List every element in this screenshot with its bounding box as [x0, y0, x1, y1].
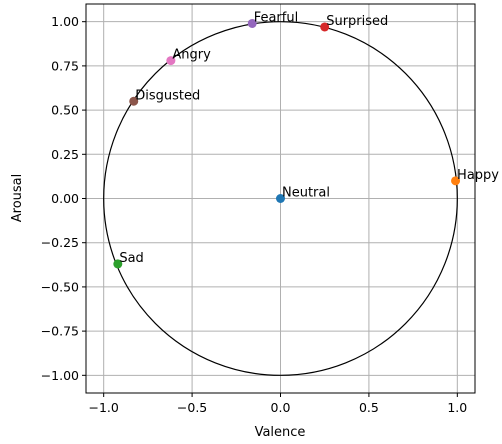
point-label-surprised: Surprised [326, 14, 388, 29]
point-label-neutral: Neutral [282, 186, 330, 201]
point-angry [166, 56, 176, 66]
y-tick-label: 0.50 [51, 103, 79, 118]
y-tick-label: −0.75 [41, 324, 79, 339]
point-sad [113, 259, 123, 269]
point-label-happy: Happy [457, 168, 499, 183]
point-disgusted [129, 96, 139, 106]
unit-circle [103, 21, 458, 376]
point-label-fearful: Fearful [254, 10, 299, 25]
x-tick-label: −0.5 [177, 400, 207, 415]
point-neutral [276, 194, 285, 203]
point-fearful [247, 18, 257, 28]
ticks: −1.0 −0.5 0.0 0.5 1.0 1.00 0.75 0.50 0.25 0.00 −0.… [41, 14, 468, 415]
point-surprised [320, 22, 330, 32]
y-tick-label: −0.25 [41, 235, 79, 250]
y-tick-label: 0.25 [51, 147, 79, 162]
x-tick-label: 1.0 [447, 400, 467, 415]
x-tick-label: 0.0 [271, 400, 291, 415]
point-label-angry: Angry [172, 48, 211, 63]
point-label-disgusted: Disgusted [135, 88, 200, 103]
unit-circle-layer [103, 21, 458, 376]
x-tick-label: −1.0 [89, 400, 119, 415]
y-tick-label: 0.75 [51, 58, 79, 73]
y-tick-label: −0.50 [41, 279, 79, 294]
point-label-sad: Sad [119, 251, 143, 266]
y-tick-label: 0.00 [51, 191, 79, 206]
x-tick-label: 0.5 [359, 400, 379, 415]
y-tick-label: −1.00 [41, 368, 79, 383]
points: Neutral Happy Sad Surprised Fearful Disgusted… [113, 10, 499, 269]
y-axis-label: Arousal [10, 174, 25, 223]
point-happy [451, 176, 461, 186]
y-tick-label: 1.00 [51, 14, 79, 29]
x-axis-label: Valence [255, 425, 306, 440]
